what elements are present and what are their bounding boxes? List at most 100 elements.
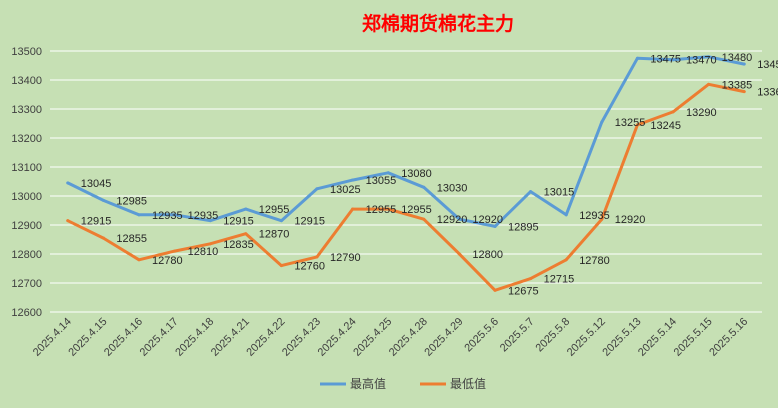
data-point bbox=[315, 255, 319, 259]
data-label: 12715 bbox=[544, 274, 575, 286]
data-label: 12935 bbox=[152, 210, 183, 222]
legend-label: 最高值 bbox=[350, 376, 386, 391]
y-axis: 12600 12700 12800 12900 13000 13100 13200 13300… bbox=[11, 46, 42, 319]
data-point bbox=[635, 123, 639, 127]
y-tick-label: 13400 bbox=[11, 75, 42, 87]
data-point bbox=[564, 213, 568, 217]
y-tick-label: 12900 bbox=[11, 220, 42, 232]
legend-label: 最低值 bbox=[450, 376, 486, 391]
data-point bbox=[671, 58, 675, 62]
data-point bbox=[101, 198, 105, 202]
data-label: 13475 bbox=[650, 53, 681, 65]
data-point bbox=[351, 178, 355, 182]
data-label: 12915 bbox=[294, 216, 325, 228]
data-label: 12985 bbox=[116, 195, 147, 207]
x-tick-label: 2025.5.6 bbox=[462, 316, 501, 355]
y-tick-label: 12800 bbox=[11, 249, 42, 261]
data-label: 12855 bbox=[116, 233, 147, 245]
data-point bbox=[279, 264, 283, 268]
chart-title: 郑棉期货棉花主力 bbox=[362, 12, 514, 35]
data-label: 12810 bbox=[188, 246, 219, 258]
data-label: 13470 bbox=[686, 55, 717, 67]
legend: 最高值 最低值 bbox=[320, 376, 486, 391]
data-label: 13045 bbox=[81, 178, 112, 190]
data-label: 13455 bbox=[757, 59, 778, 71]
data-label: 12675 bbox=[508, 285, 539, 297]
data-label: 12920 bbox=[437, 214, 468, 226]
data-label: 12915 bbox=[81, 216, 112, 228]
x-tick-label: 2025.5.7 bbox=[498, 316, 537, 355]
data-point bbox=[529, 190, 533, 194]
data-label: 12915 bbox=[223, 216, 254, 228]
data-point bbox=[101, 236, 105, 240]
data-point bbox=[493, 224, 497, 228]
data-label: 12920 bbox=[472, 214, 503, 226]
data-point bbox=[386, 171, 390, 175]
data-label: 13030 bbox=[437, 182, 468, 194]
data-point bbox=[208, 219, 212, 223]
data-point bbox=[457, 217, 461, 221]
data-point bbox=[671, 110, 675, 114]
data-point bbox=[600, 120, 604, 124]
data-label: 13055 bbox=[366, 175, 397, 187]
data-label: 12935 bbox=[579, 210, 610, 222]
data-point bbox=[742, 90, 746, 94]
data-point bbox=[66, 219, 70, 223]
data-point bbox=[208, 242, 212, 246]
data-label: 13480 bbox=[722, 52, 753, 64]
data-label: 13015 bbox=[544, 187, 575, 199]
data-label: 13290 bbox=[686, 107, 717, 119]
data-label: 12780 bbox=[152, 255, 183, 267]
data-point bbox=[493, 288, 497, 292]
data-label: 12955 bbox=[401, 204, 432, 216]
data-point bbox=[137, 213, 141, 217]
series-line-1 bbox=[66, 55, 746, 228]
y-tick-label: 12600 bbox=[11, 307, 42, 319]
data-label: 12780 bbox=[579, 255, 610, 267]
x-tick-label: 2025.5.16 bbox=[707, 316, 750, 359]
data-label: 12835 bbox=[223, 239, 254, 251]
series-line-2 bbox=[66, 82, 746, 292]
data-label: 12935 bbox=[188, 210, 219, 222]
data-point bbox=[279, 219, 283, 223]
data-point bbox=[457, 252, 461, 256]
data-point bbox=[244, 232, 248, 236]
data-label: 12955 bbox=[259, 204, 290, 216]
x-axis: 2025.4.142025.4.152025.4.162025.4.172025… bbox=[31, 316, 750, 359]
data-label: 13360 bbox=[757, 87, 778, 99]
data-label: 12920 bbox=[615, 214, 646, 226]
data-point bbox=[529, 277, 533, 281]
y-tick-label: 13200 bbox=[11, 133, 42, 145]
data-label: 12895 bbox=[508, 221, 539, 233]
data-point bbox=[351, 207, 355, 211]
data-label: 12760 bbox=[294, 261, 325, 273]
data-label: 12870 bbox=[259, 229, 290, 241]
data-label: 12955 bbox=[366, 204, 397, 216]
y-tick-label: 12700 bbox=[11, 278, 42, 290]
y-tick-label: 13300 bbox=[11, 104, 42, 116]
y-tick-label: 13500 bbox=[11, 46, 42, 58]
data-point bbox=[137, 258, 141, 262]
data-point bbox=[707, 55, 711, 59]
data-label: 13255 bbox=[615, 117, 646, 129]
data-point bbox=[173, 249, 177, 253]
data-point bbox=[635, 56, 639, 60]
data-label: 12790 bbox=[330, 252, 361, 264]
data-point bbox=[244, 207, 248, 211]
y-tick-label: 13100 bbox=[11, 162, 42, 174]
data-label: 13080 bbox=[401, 168, 432, 180]
data-point bbox=[742, 62, 746, 66]
data-point bbox=[422, 217, 426, 221]
data-label: 12800 bbox=[472, 249, 503, 261]
x-tick-label: 2025.4.29 bbox=[422, 316, 465, 359]
data-point bbox=[386, 207, 390, 211]
series-group bbox=[66, 55, 746, 292]
data-point bbox=[173, 213, 177, 217]
data-point bbox=[600, 217, 604, 221]
data-label: 13385 bbox=[722, 79, 753, 91]
data-point bbox=[315, 187, 319, 191]
data-label: 13025 bbox=[330, 184, 361, 196]
data-labels: 13045 12985 12935 12935 12915 12955 12915 13025… bbox=[81, 52, 778, 297]
